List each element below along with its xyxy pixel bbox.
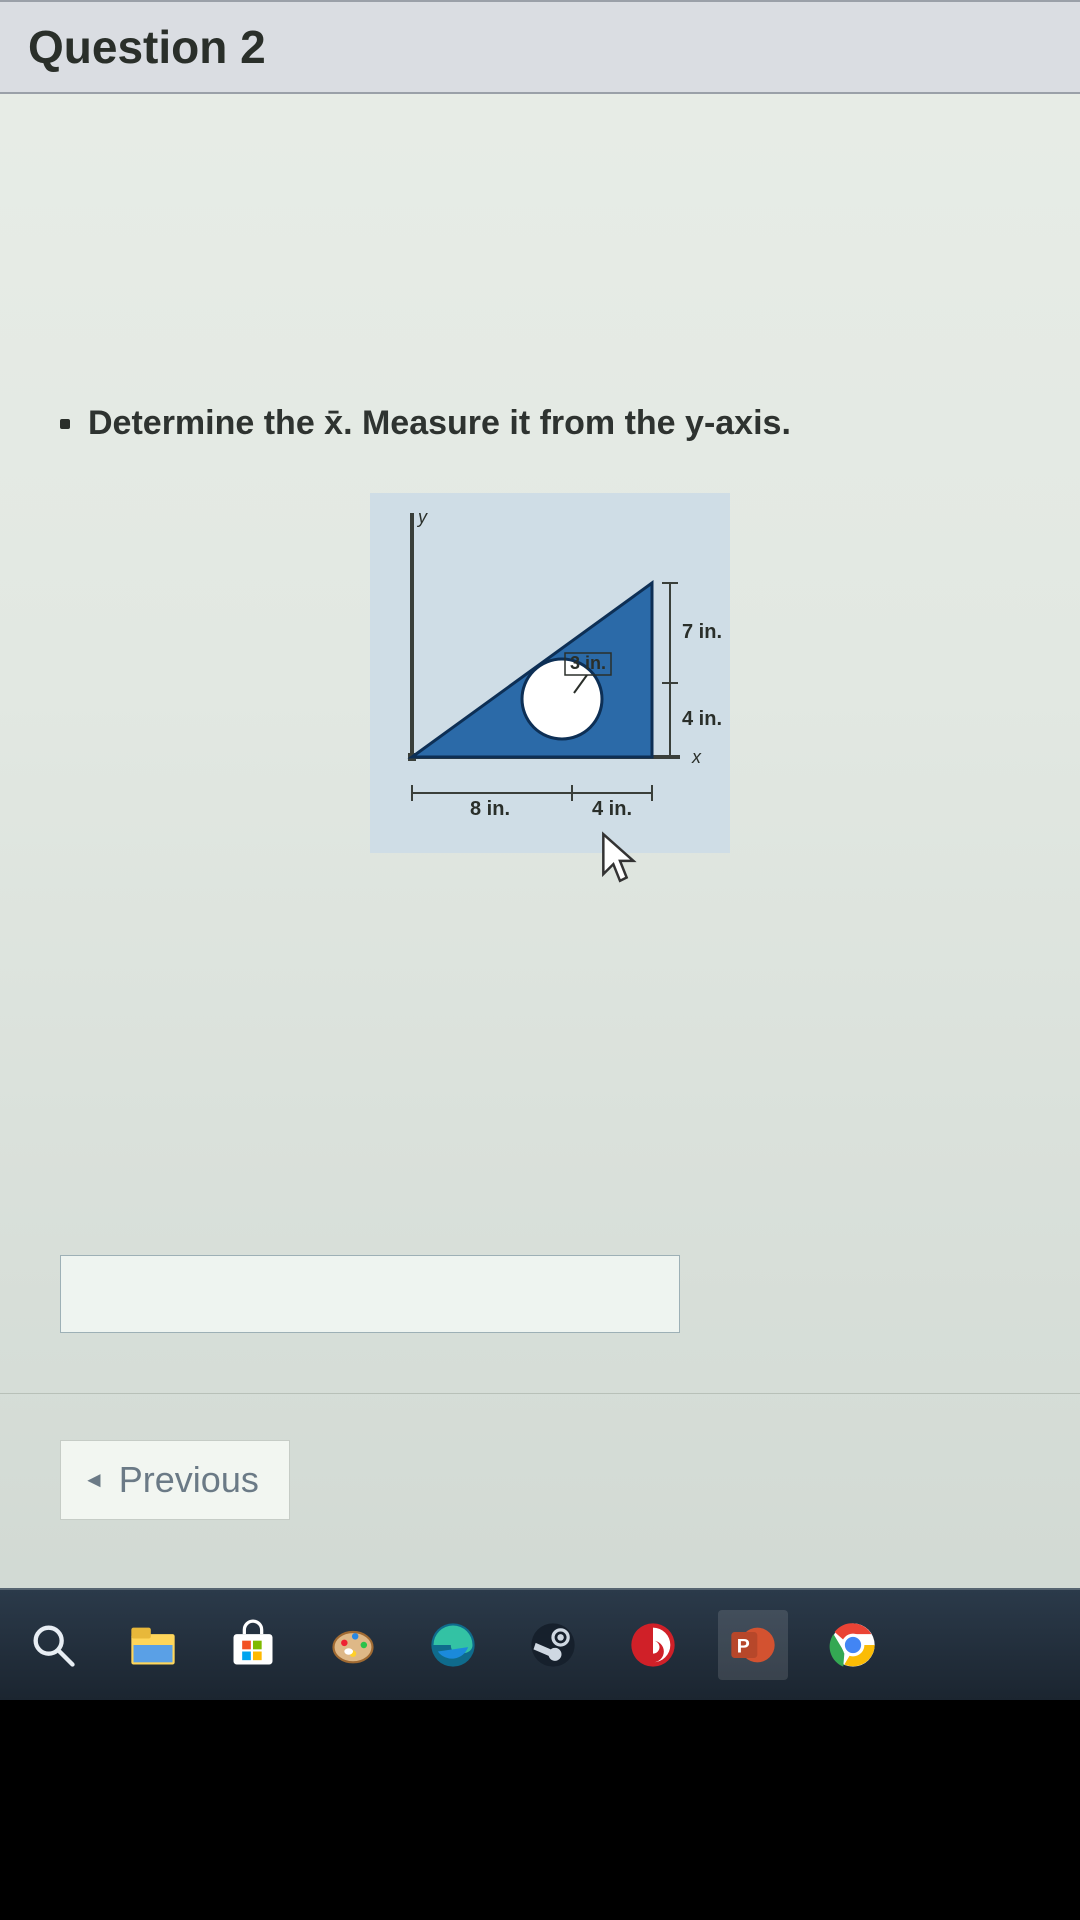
question-header: Question 2: [0, 0, 1080, 94]
label-y: y: [416, 507, 428, 527]
previous-label: Previous: [119, 1459, 259, 1501]
label-8in: 8 in.: [470, 798, 510, 820]
search-icon[interactable]: [18, 1610, 88, 1680]
question-figure: 7 in. 4 in. 3 in. 8 in. 4 in. y x: [370, 493, 730, 853]
powerpoint-icon[interactable]: P: [718, 1610, 788, 1680]
garena-icon[interactable]: [618, 1610, 688, 1680]
label-x: x: [691, 747, 702, 767]
paint-icon[interactable]: [318, 1610, 388, 1680]
label-4in-h: 4 in.: [592, 798, 632, 820]
svg-text:P: P: [737, 1636, 750, 1658]
store-icon[interactable]: [218, 1610, 288, 1680]
label-3in: 3 in.: [570, 653, 606, 673]
label-4in-v: 4 in.: [682, 708, 722, 730]
question-content: Determine the x̄. Measure it from the y-…: [0, 94, 1080, 1394]
file-explorer-icon[interactable]: [118, 1610, 188, 1680]
question-text: Determine the x̄. Measure it from the y-…: [88, 404, 791, 443]
edge-icon[interactable]: [418, 1610, 488, 1680]
label-7in: 7 in.: [682, 621, 722, 643]
question-prompt-row: Determine the x̄. Measure it from the y-…: [60, 404, 1040, 443]
steam-icon[interactable]: [518, 1610, 588, 1680]
answer-input[interactable]: [60, 1255, 680, 1333]
windows-taskbar[interactable]: P: [0, 1588, 1080, 1700]
chrome-icon[interactable]: [818, 1610, 888, 1680]
bullet-icon: [60, 419, 70, 429]
previous-button[interactable]: ◄ Previous: [60, 1440, 290, 1520]
chevron-left-icon: ◄: [83, 1467, 105, 1493]
question-title: Question 2: [28, 20, 1052, 74]
monitor-bezel: [0, 1700, 1080, 1920]
